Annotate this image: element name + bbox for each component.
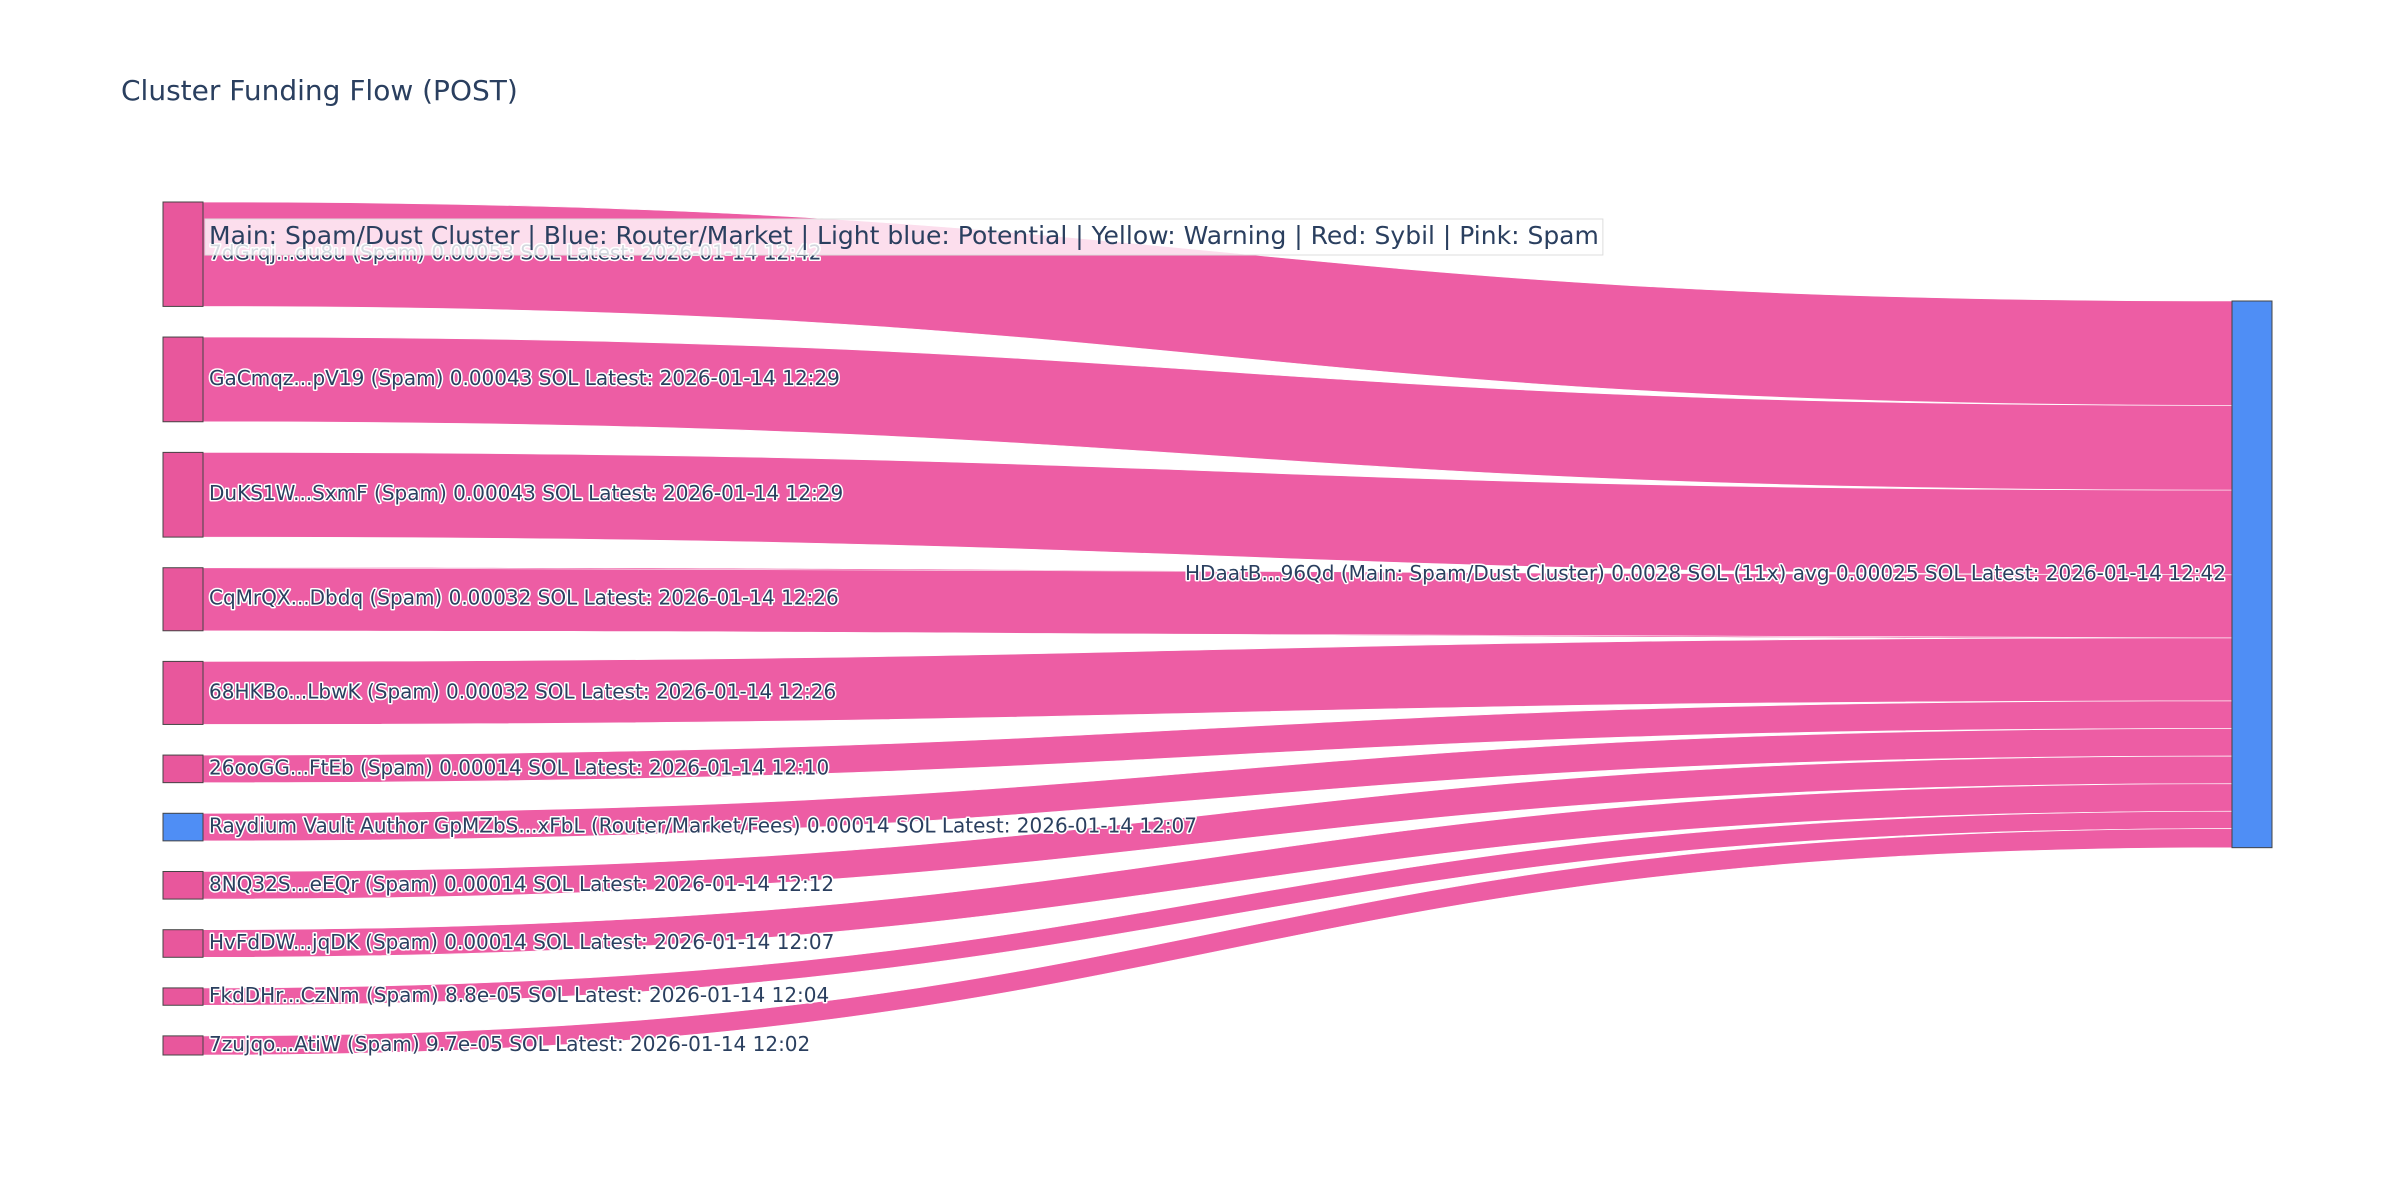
node-label: CqMrQX...Dbdq (Spam) 0.00032 SOL Latest:…: [209, 586, 839, 610]
node: [162, 451, 204, 538]
node: [162, 336, 204, 423]
node: [162, 1035, 204, 1056]
annotation-box: [204, 218, 1604, 256]
chart-title: Cluster Funding Flow (POST): [121, 74, 518, 107]
node-label: Raydium Vault Author GpMZbS...xFbL (Rout…: [209, 814, 1197, 838]
node: [162, 812, 204, 842]
node-label: 68HKBo...LbwK (Spam) 0.00032 SOL Latest:…: [209, 679, 836, 703]
node: [162, 754, 204, 784]
node-label: GaCmqz...pV19 (Spam) 0.00043 SOL Latest:…: [209, 366, 840, 390]
node: [162, 201, 204, 307]
annotation: Main: Spam/Dust Cluster | Blue: Router/M…: [209, 221, 1599, 250]
node: [162, 567, 204, 632]
node: [162, 929, 204, 958]
node-label: HvFdDW...jqDK (Spam) 0.00014 SOL Latest:…: [209, 930, 834, 954]
node-label: DuKS1W...SxmF (Spam) 0.00043 SOL Latest:…: [209, 481, 843, 505]
labels: 7dGrqj...du8u (Spam) 0.00053 SOL Latest:…: [208, 239, 2228, 1057]
node: [2231, 300, 2273, 849]
node-label: 7zujqo...AtiW (Spam) 9.7e-05 SOL Latest:…: [209, 1032, 810, 1056]
nodes: [162, 201, 2273, 1056]
node: [162, 870, 204, 900]
node-label: HDaatB...96Qd (Main: Spam/Dust Cluster) …: [1185, 561, 2226, 585]
node-label: 8NQ32S...eEQr (Spam) 0.00014 SOL Latest:…: [209, 872, 834, 896]
node-label: 26ooGG...FtEb (Spam) 0.00014 SOL Latest:…: [209, 755, 829, 779]
links: [202, 201, 2233, 1056]
node-label: FkdDHr...CzNm (Spam) 8.8e-05 SOL Latest:…: [209, 983, 829, 1007]
node: [162, 660, 204, 725]
node: [162, 987, 204, 1006]
